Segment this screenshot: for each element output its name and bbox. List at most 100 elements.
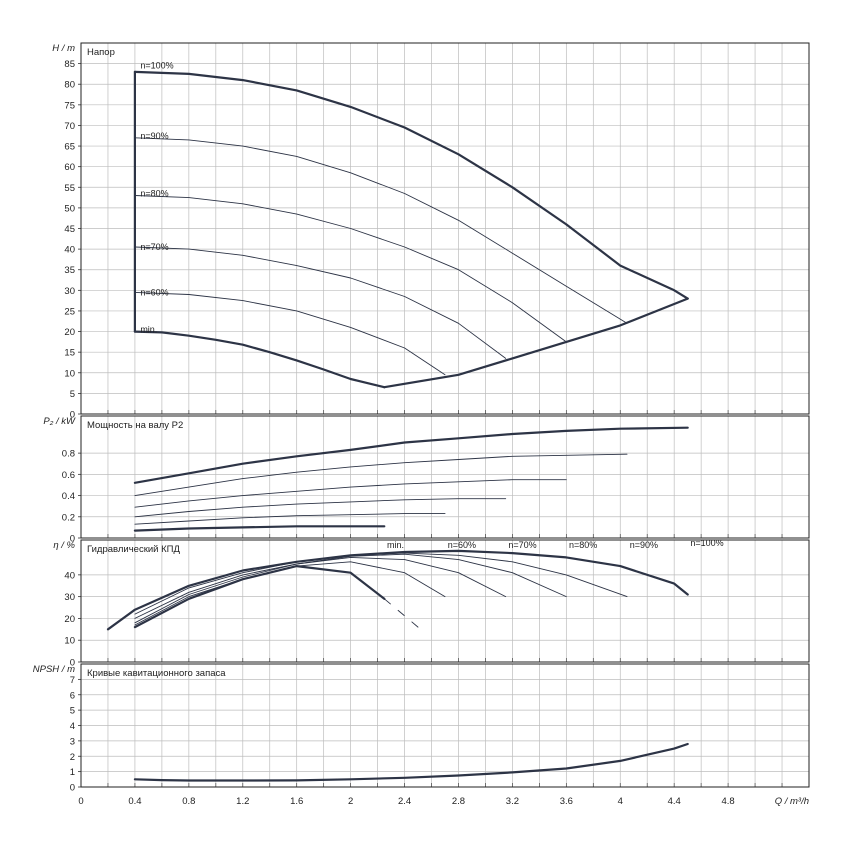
curve-n80	[134, 553, 567, 619]
x-tick-label: 0.8	[182, 796, 195, 807]
curve-n70	[134, 246, 507, 359]
panel-frame	[80, 539, 810, 663]
y-tick-label: 35	[64, 265, 75, 276]
curve-n60	[134, 561, 446, 626]
y-tick-label: 10	[64, 368, 75, 379]
y-tick-label: 65	[64, 142, 75, 153]
y-axis-label: H / m	[52, 43, 75, 54]
x-tick-label: 2	[348, 796, 353, 807]
panel-4: 0 1 2 3 4 5 6 7 Кривые кавитационного запаса NPSH…	[33, 663, 810, 794]
y-tick-label: 40	[64, 570, 75, 581]
y-tick-label: 20	[64, 327, 75, 338]
y-tick-label: 20	[64, 614, 75, 625]
curve-n100	[133, 70, 689, 300]
y-tick-label: 40	[64, 245, 75, 256]
panel-title: Кривые кавитационного запаса	[87, 668, 226, 679]
panel-frame	[80, 415, 810, 539]
curve-n60	[134, 513, 446, 525]
curve-n80	[134, 479, 567, 508]
y-tick-label: 7	[70, 675, 75, 686]
curve-n80	[134, 195, 567, 343]
curve-label: min.	[387, 540, 404, 550]
y-tick-label: 4	[70, 721, 75, 732]
y-tick-label: 0.6	[62, 470, 75, 481]
curve-label: n=60%	[140, 287, 168, 297]
curve-n70	[134, 498, 507, 518]
y-tick-label: 80	[64, 80, 75, 91]
y-tick-label: 0	[70, 783, 75, 794]
x-tick-label: 4.4	[668, 796, 681, 807]
curve-n60	[134, 291, 446, 376]
x-tick-label: 3.2	[506, 796, 519, 807]
y-tick-label: 0.8	[62, 449, 75, 460]
panel-title: Напор	[87, 47, 115, 58]
curve-min	[133, 564, 386, 629]
curve-label: n=70%	[508, 540, 536, 550]
curve-n100	[133, 426, 689, 484]
curve-boundary	[383, 297, 689, 389]
x-tick-label: 4	[618, 796, 623, 807]
curve-boundary	[383, 598, 419, 628]
y-tick-label: 3	[70, 736, 75, 747]
y-tick-label: 70	[64, 121, 75, 132]
x-tick-label: 2.8	[452, 796, 465, 807]
x-tick-label: 0	[78, 796, 83, 807]
y-tick-label: 85	[64, 59, 75, 70]
y-tick-label: 50	[64, 203, 75, 214]
curve-label: n=100%	[140, 61, 173, 71]
curve-boundary	[133, 742, 689, 782]
y-tick-label: 75	[64, 100, 75, 111]
curve-label: n=60%	[448, 540, 476, 550]
y-axis-label: P₂ / kW	[43, 416, 76, 427]
panel-title: Мощность на валу P2	[87, 420, 183, 431]
y-tick-label: 25	[64, 306, 75, 317]
y-tick-label: 45	[64, 224, 75, 235]
y-tick-label: 0	[70, 534, 75, 545]
y-tick-label: 10	[64, 636, 75, 647]
x-tick-label: 1.6	[290, 796, 303, 807]
x-tick-label: 3.6	[560, 796, 573, 807]
curve-label: min.	[140, 324, 157, 334]
y-tick-label: 30	[64, 286, 75, 297]
curve-n90	[134, 453, 628, 497]
y-tick-label: 30	[64, 592, 75, 603]
y-tick-label: 2	[70, 752, 75, 763]
x-tick-label: 2.4	[398, 796, 411, 807]
curve-n100	[106, 549, 689, 631]
y-tick-label: 55	[64, 183, 75, 194]
panel-frame	[80, 42, 810, 415]
curve-label: n=80%	[569, 540, 597, 550]
y-axis-label: NPSH / m	[33, 664, 75, 675]
x-tick-label: 0.4	[128, 796, 141, 807]
y-tick-label: 5	[70, 706, 75, 717]
curve-label: n=90%	[630, 540, 658, 550]
curve-label: n=100%	[690, 538, 723, 548]
curve-label: n=90%	[140, 131, 168, 141]
y-tick-label: 0.2	[62, 512, 75, 523]
y-tick-label: 15	[64, 348, 75, 359]
y-tick-label: 0.4	[62, 491, 75, 502]
x-tick-label: 4.8	[722, 796, 735, 807]
x-tick-label: 1.2	[236, 796, 249, 807]
y-tick-label: 6	[70, 690, 75, 701]
curve-label: n=80%	[140, 188, 168, 198]
curve-n90	[134, 137, 628, 324]
curve-n70	[134, 556, 507, 624]
curve-min	[133, 330, 386, 389]
panel-2: 0 0.2 0.4 0.6 0.8 Мощность на валу P2 P₂ / kW n…	[43, 415, 810, 550]
panel-3: 0 10 20 30 40 Гидравлический КПД η / %	[53, 539, 810, 669]
curve-min	[133, 525, 386, 532]
panel-frame	[80, 663, 810, 788]
y-tick-label: 1	[70, 767, 75, 778]
curve-n90	[134, 552, 628, 615]
panel-title: Гидравлический КПД	[87, 544, 180, 555]
y-tick-label: 5	[70, 389, 75, 400]
y-tick-label: 60	[64, 162, 75, 173]
x-axis-label: Q / m³/h	[775, 796, 809, 807]
y-tick-label: 0	[70, 658, 75, 669]
y-axis-label: η / %	[53, 540, 75, 551]
y-tick-label: 0	[70, 410, 75, 421]
panel-1: 0 5 10 15 20 25 30 35 40 45 50 55 60 65 70 75 80 85 Напор H…	[52, 42, 810, 421]
curve-label: n=70%	[140, 242, 168, 252]
